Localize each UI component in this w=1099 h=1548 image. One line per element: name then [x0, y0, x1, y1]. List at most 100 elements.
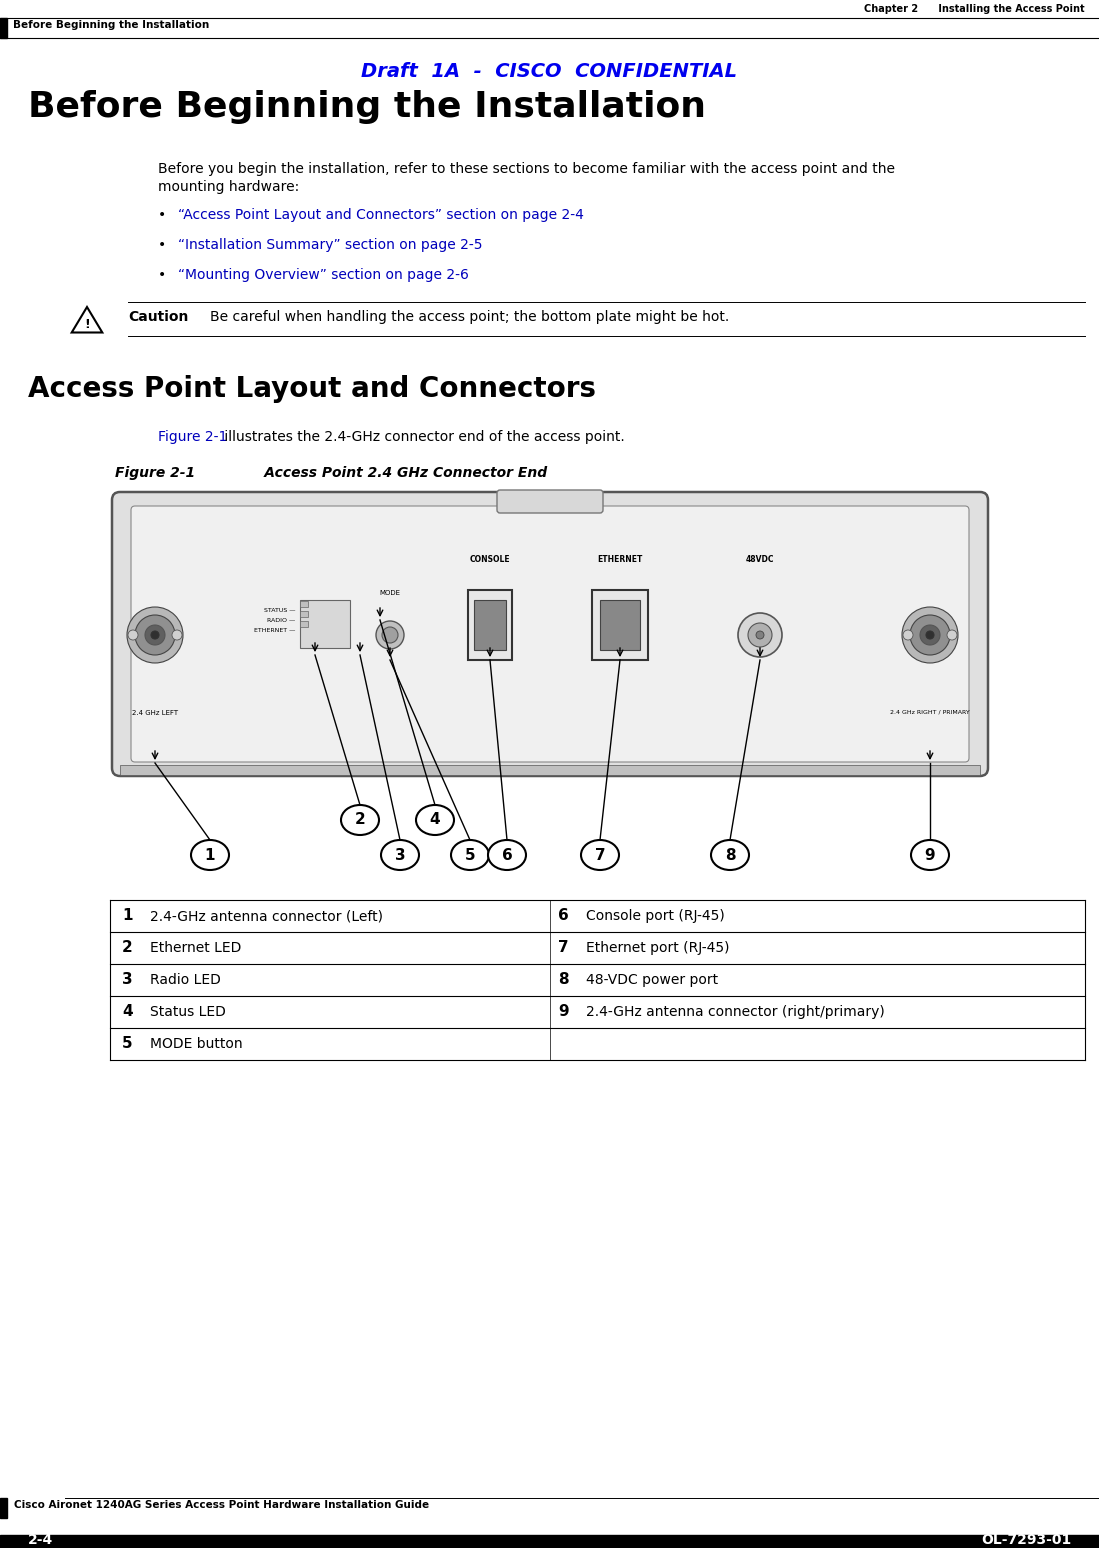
Text: 6: 6: [558, 909, 569, 924]
Ellipse shape: [488, 841, 526, 870]
Text: 4: 4: [122, 1005, 133, 1020]
Circle shape: [920, 625, 940, 646]
Text: Status LED: Status LED: [149, 1005, 226, 1019]
Ellipse shape: [381, 841, 419, 870]
Bar: [0, 1498, 7, 1519]
Text: Access Point Layout and Connectors: Access Point Layout and Connectors: [27, 375, 596, 402]
Text: 9: 9: [558, 1005, 568, 1020]
Circle shape: [382, 627, 398, 642]
Text: Cisco Aironet 1240AG Series Access Point Hardware Installation Guide: Cisco Aironet 1240AG Series Access Point…: [14, 1500, 429, 1509]
Ellipse shape: [341, 805, 379, 834]
Text: 1: 1: [122, 909, 133, 924]
Text: Before Beginning the Installation: Before Beginning the Installation: [13, 20, 209, 29]
Circle shape: [145, 625, 165, 646]
FancyBboxPatch shape: [497, 491, 603, 512]
Ellipse shape: [417, 805, 454, 834]
Text: “Mounting Overview” section on page 2-6: “Mounting Overview” section on page 2-6: [178, 268, 469, 282]
Text: ETHERNET —: ETHERNET —: [254, 627, 295, 633]
Bar: [600, 601, 640, 650]
Circle shape: [947, 630, 957, 639]
Text: 2: 2: [355, 813, 365, 828]
Text: Caution: Caution: [127, 310, 188, 324]
Bar: [474, 601, 506, 650]
Bar: [0, 1536, 1099, 1548]
Text: Be careful when handling the access point; the bottom plate might be hot.: Be careful when handling the access poin…: [210, 310, 730, 324]
Circle shape: [739, 613, 782, 656]
Text: 48-VDC power port: 48-VDC power port: [586, 974, 718, 988]
Text: Console port (RJ-45): Console port (RJ-45): [586, 909, 724, 923]
Text: •: •: [158, 268, 166, 282]
Text: 3: 3: [395, 847, 406, 862]
Bar: [300, 601, 349, 649]
Circle shape: [910, 615, 950, 655]
Text: Before Beginning the Installation: Before Beginning the Installation: [27, 90, 706, 124]
Circle shape: [748, 622, 771, 647]
Text: STATUS —: STATUS —: [264, 607, 295, 613]
Text: Draft  1A  -  CISCO  CONFIDENTIAL: Draft 1A - CISCO CONFIDENTIAL: [360, 62, 737, 80]
Circle shape: [151, 632, 159, 639]
Circle shape: [926, 632, 934, 639]
Text: 2.4-GHz antenna connector (Left): 2.4-GHz antenna connector (Left): [149, 909, 382, 923]
Bar: [120, 765, 980, 776]
Ellipse shape: [911, 841, 950, 870]
Text: 1: 1: [204, 847, 215, 862]
Circle shape: [127, 630, 138, 639]
Text: !: !: [85, 319, 90, 331]
Text: Ethernet LED: Ethernet LED: [149, 941, 242, 955]
Circle shape: [173, 630, 182, 639]
Text: 2-4: 2-4: [27, 1533, 53, 1546]
FancyBboxPatch shape: [112, 492, 988, 776]
Circle shape: [376, 621, 404, 649]
Bar: [300, 601, 308, 607]
FancyBboxPatch shape: [131, 506, 969, 762]
Bar: [300, 621, 308, 627]
Text: 48VDC: 48VDC: [746, 556, 775, 563]
Text: Before you begin the installation, refer to these sections to become familiar wi: Before you begin the installation, refer…: [158, 163, 895, 176]
Text: 2.4 GHz RIGHT / PRIMARY: 2.4 GHz RIGHT / PRIMARY: [890, 711, 970, 715]
Text: 7: 7: [558, 941, 568, 955]
Text: CONSOLE: CONSOLE: [469, 556, 510, 563]
Text: OL-7293-01: OL-7293-01: [980, 1533, 1072, 1546]
Text: 3: 3: [122, 972, 133, 988]
Text: 7: 7: [595, 847, 606, 862]
Text: 9: 9: [924, 847, 935, 862]
Text: 4: 4: [430, 813, 441, 828]
Text: •: •: [158, 238, 166, 252]
Text: 5: 5: [122, 1037, 133, 1051]
Text: Figure 2-1: Figure 2-1: [158, 430, 227, 444]
Text: illustrates the 2.4-GHz connector end of the access point.: illustrates the 2.4-GHz connector end of…: [220, 430, 624, 444]
Text: Radio LED: Radio LED: [149, 974, 221, 988]
Ellipse shape: [581, 841, 619, 870]
Circle shape: [756, 632, 764, 639]
Text: Figure 2-1: Figure 2-1: [115, 466, 196, 480]
Ellipse shape: [191, 841, 229, 870]
Bar: [0, 19, 7, 39]
Text: 2: 2: [122, 941, 133, 955]
Text: Chapter 2      Installing the Access Point: Chapter 2 Installing the Access Point: [865, 5, 1085, 14]
Circle shape: [135, 615, 175, 655]
Text: Ethernet port (RJ-45): Ethernet port (RJ-45): [586, 941, 730, 955]
Bar: [468, 590, 512, 659]
Text: 2.4-GHz antenna connector (right/primary): 2.4-GHz antenna connector (right/primary…: [586, 1005, 885, 1019]
Circle shape: [127, 607, 184, 663]
Text: 2.4 GHz LEFT: 2.4 GHz LEFT: [132, 711, 178, 717]
Bar: [300, 611, 308, 618]
Text: 8: 8: [724, 847, 735, 862]
Circle shape: [903, 630, 913, 639]
Text: RADIO —: RADIO —: [267, 618, 295, 622]
Ellipse shape: [451, 841, 489, 870]
Text: •: •: [158, 207, 166, 221]
Bar: [592, 590, 648, 659]
Text: MODE: MODE: [379, 590, 400, 596]
Text: ETHERNET: ETHERNET: [598, 556, 643, 563]
Text: 6: 6: [501, 847, 512, 862]
Text: mounting hardware:: mounting hardware:: [158, 180, 299, 194]
Text: “Access Point Layout and Connectors” section on page 2-4: “Access Point Layout and Connectors” sec…: [178, 207, 584, 221]
Circle shape: [902, 607, 958, 663]
Ellipse shape: [711, 841, 750, 870]
Text: MODE button: MODE button: [149, 1037, 243, 1051]
Text: “Installation Summary” section on page 2-5: “Installation Summary” section on page 2…: [178, 238, 482, 252]
Text: 5: 5: [465, 847, 475, 862]
Text: 8: 8: [558, 972, 568, 988]
Text: Access Point 2.4 GHz Connector End: Access Point 2.4 GHz Connector End: [235, 466, 547, 480]
